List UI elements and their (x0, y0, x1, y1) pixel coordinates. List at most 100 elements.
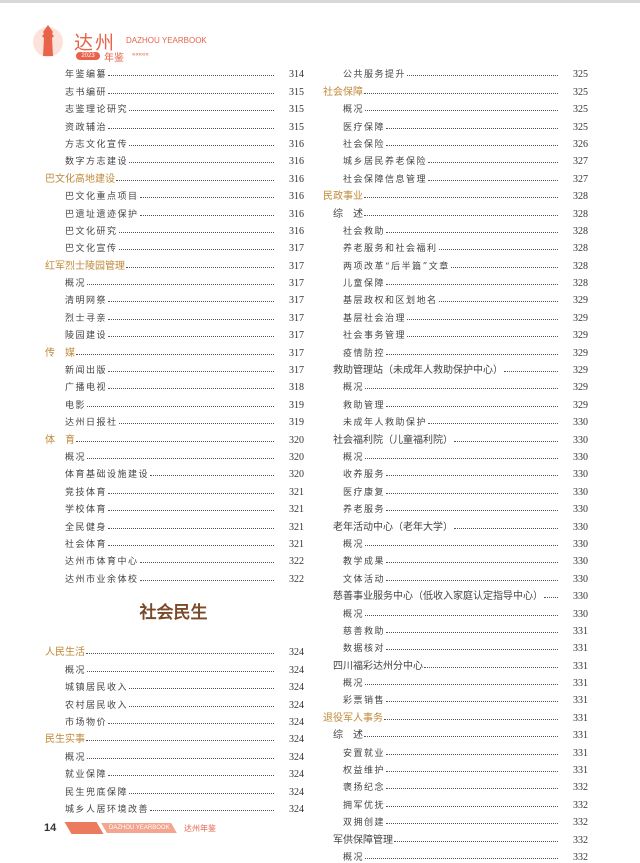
toc-entry[interactable]: 未成年人救助保护 330 (323, 411, 588, 428)
toc-entry[interactable]: 社会事务管理 329 (323, 324, 588, 341)
toc-entry[interactable]: 数字方志建设 316 (45, 150, 304, 167)
toc-subsection[interactable]: 综 述 331 (323, 724, 588, 741)
toc-entry[interactable]: 达州日报社 319 (45, 411, 304, 428)
toc-entry[interactable]: 电影 319 (45, 393, 304, 411)
toc-entry[interactable]: 慈善救助 331 (323, 620, 588, 637)
toc-entry[interactable]: 概况 330 (323, 446, 588, 463)
toc-entry[interactable]: 城乡居民养老保险 327 (323, 150, 588, 167)
toc-entry[interactable]: 社会体育 321 (45, 533, 304, 550)
toc-subsection[interactable]: 救助管理站（未成年人救助保护中心） 329 (323, 359, 588, 376)
toc-entry[interactable]: 概况 320 (45, 446, 304, 463)
toc-entry[interactable]: 医疗康复 330 (323, 480, 588, 498)
toc-page-number: 331 (573, 730, 588, 742)
toc-entry[interactable]: 民生兜底保障 324 (45, 780, 304, 798)
toc-section[interactable]: 民政事业 328 (323, 185, 588, 202)
toc-section[interactable]: 民生实事 324 (45, 728, 304, 745)
toc-entry[interactable]: 社会保险 326 (323, 133, 588, 150)
toc-entry[interactable]: 全民健身 321 (45, 515, 304, 533)
toc-entry[interactable]: 巴文化研究 316 (45, 220, 304, 237)
toc-entry-label: 概况 (343, 383, 365, 394)
toc-section[interactable]: 体 育 320 (45, 428, 304, 446)
toc-entry[interactable]: 权益维护 331 (323, 759, 588, 776)
toc-entry[interactable]: 双拥创建 332 (323, 811, 588, 828)
toc-page-number: 315 (289, 86, 304, 98)
toc-entry[interactable]: 儿童保障 328 (323, 272, 588, 289)
toc-entry-label: 概况 (343, 609, 365, 620)
toc-entry[interactable]: 医疗保障 325 (323, 115, 588, 133)
toc-entry[interactable]: 数据核对 331 (323, 637, 588, 654)
leader-dots (364, 736, 558, 738)
toc-entry[interactable]: 教学成果 330 (323, 550, 588, 567)
top-border (0, 0, 640, 3)
toc-entry[interactable]: 褒扬纪念 332 (323, 776, 588, 793)
toc-section[interactable]: 社会保障 325 (323, 80, 588, 98)
toc-entry[interactable]: 陵园建设 317 (45, 324, 304, 341)
toc-entry[interactable]: 就业保障 324 (45, 763, 304, 780)
toc-left-column: 年鉴编纂 314 志书编研 315 志鉴理论研究 315 资政辅治 315 方志文化宣传 316 数… (45, 63, 304, 585)
toc-entry[interactable]: 新闻出版 317 (45, 359, 304, 376)
toc-subsection[interactable]: 老年活动中心（老年大学） 330 (323, 515, 588, 533)
toc-entry[interactable]: 概况 330 (323, 602, 588, 620)
toc-entry[interactable]: 文体活动 330 (323, 567, 588, 585)
toc-page-number: 321 (289, 538, 304, 550)
toc-section[interactable]: 人民生活 324 (45, 641, 304, 658)
toc-entry[interactable]: 彩票销售 331 (323, 689, 588, 706)
toc-entry[interactable]: 基层社会治理 329 (323, 306, 588, 324)
toc-entry[interactable]: 养老服务和社会福利 328 (323, 237, 588, 254)
toc-entry[interactable]: 拥军优抚 332 (323, 793, 588, 811)
leader-dots (108, 388, 274, 390)
toc-entry[interactable]: 养老服务 330 (323, 498, 588, 515)
toc-entry[interactable]: 两项改革“后半篇”文章 328 (323, 254, 588, 272)
toc-entry[interactable]: 达州市业余体校 322 (45, 567, 304, 585)
toc-entry[interactable]: 社会保障信息管理 327 (323, 167, 588, 185)
toc-section[interactable]: 退役军人事务 331 (323, 706, 588, 724)
toc-entry[interactable]: 广播电视 318 (45, 376, 304, 393)
toc-entry[interactable]: 巴遗址遗迹保护 316 (45, 202, 304, 220)
toc-entry[interactable]: 概况 317 (45, 272, 304, 289)
toc-entry[interactable]: 志鉴理论研究 315 (45, 98, 304, 115)
toc-entry[interactable]: 救助管理 329 (323, 393, 588, 411)
toc-subsection[interactable]: 慈善事业服务中心（低收入家庭认定指导中心） 330 (323, 585, 588, 602)
toc-section[interactable]: 红军烈士陵园管理 317 (45, 254, 304, 272)
toc-entry[interactable]: 公共服务提升 325 (323, 63, 588, 80)
toc-entry[interactable]: 城乡人居环境改善 324 (45, 798, 304, 815)
toc-entry[interactable]: 学校体育 321 (45, 498, 304, 515)
toc-entry[interactable]: 资政辅治 315 (45, 115, 304, 133)
toc-entry[interactable]: 社会救助 328 (323, 220, 588, 237)
toc-entry[interactable]: 方志文化宣传 316 (45, 133, 304, 150)
toc-entry[interactable]: 达州市体育中心 322 (45, 550, 304, 567)
toc-page-number: 325 (573, 69, 588, 81)
toc-entry[interactable]: 概况 324 (45, 658, 304, 676)
toc-entry[interactable]: 概况 329 (323, 376, 588, 393)
toc-entry[interactable]: 巴文化宣传 317 (45, 237, 304, 254)
toc-entry-label: 概况 (65, 452, 87, 463)
toc-entry[interactable]: 烈士寻亲 317 (45, 306, 304, 324)
toc-entry[interactable]: 概况 324 (45, 745, 304, 763)
toc-page-number: 324 (289, 751, 304, 763)
toc-entry[interactable]: 巴文化重点项目 316 (45, 185, 304, 202)
leader-dots (364, 214, 558, 216)
toc-subsection[interactable]: 军供保障管理 332 (323, 828, 588, 846)
toc-entry[interactable]: 收养服务 330 (323, 463, 588, 480)
toc-entry[interactable]: 农村居民收入 324 (45, 693, 304, 711)
toc-entry[interactable]: 市场物价 324 (45, 711, 304, 728)
toc-entry[interactable]: 体育基础设施建设 320 (45, 463, 304, 480)
toc-entry[interactable]: 安置就业 331 (323, 741, 588, 759)
toc-entry[interactable]: 概况 325 (323, 98, 588, 115)
toc-entry[interactable]: 概况 330 (323, 533, 588, 550)
toc-subsection[interactable]: 四川福彩达州分中心 331 (323, 654, 588, 672)
toc-entry[interactable]: 竞技体育 321 (45, 480, 304, 498)
toc-entry[interactable]: 清明网祭 317 (45, 289, 304, 306)
toc-entry[interactable]: 概况 332 (323, 846, 588, 863)
toc-entry[interactable]: 年鉴编纂 314 (45, 63, 304, 80)
toc-entry[interactable]: 志书编研 315 (45, 80, 304, 98)
toc-section[interactable]: 传 媒 317 (45, 341, 304, 359)
toc-entry[interactable]: 城镇居民收入 324 (45, 676, 304, 693)
toc-entry[interactable]: 概况 331 (323, 672, 588, 689)
toc-entry[interactable]: 基层政权和区划地名 329 (323, 289, 588, 306)
toc-subsection[interactable]: 综 述 328 (323, 202, 588, 220)
toc-entry[interactable]: 疫情防控 329 (323, 341, 588, 359)
toc-entry-label: 志鉴理论研究 (65, 105, 129, 116)
toc-section[interactable]: 巴文化高地建设 316 (45, 167, 304, 185)
toc-subsection[interactable]: 社会福利院（儿童福利院） 330 (323, 428, 588, 446)
